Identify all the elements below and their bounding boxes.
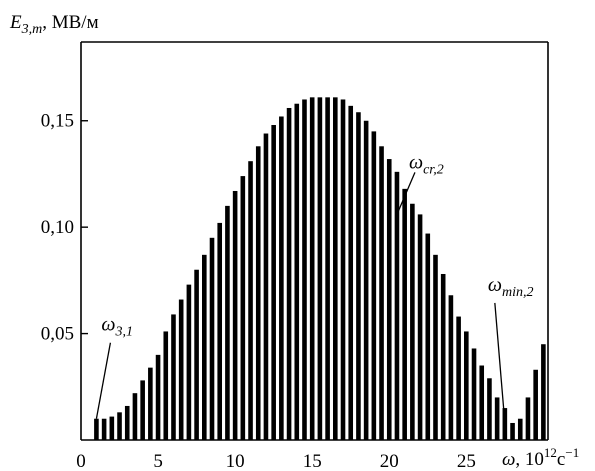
bar xyxy=(163,331,169,440)
annotation-subscript: cr,2 xyxy=(423,162,444,177)
bar xyxy=(402,188,407,440)
annotation-symbol: ω xyxy=(488,274,502,296)
bar xyxy=(294,103,300,440)
bar xyxy=(109,416,115,440)
annotation-symbol: ω xyxy=(409,151,423,173)
bar xyxy=(456,316,461,440)
bar xyxy=(502,408,508,440)
x-axis-unit-suffix: c xyxy=(557,449,565,470)
x-tick-label: 25 xyxy=(457,451,476,471)
x-axis-unit-prefix: , 10 xyxy=(515,449,544,470)
bar xyxy=(263,133,269,440)
y-tick-label: 0,10 xyxy=(41,217,74,238)
bar xyxy=(541,344,546,440)
bar xyxy=(471,348,477,440)
bar xyxy=(348,105,354,440)
bar xyxy=(333,97,338,440)
annotation-label: ωmin,2 xyxy=(488,274,534,300)
bar xyxy=(171,314,176,440)
annotation-leader xyxy=(494,302,506,424)
y-tick-label: 0,05 xyxy=(41,324,74,345)
bar xyxy=(363,120,369,440)
bar xyxy=(232,190,238,440)
x-tick-label: 10 xyxy=(226,451,245,471)
x-axis-unit-exp: 12 xyxy=(544,445,557,460)
bar xyxy=(386,159,392,440)
annotation-subscript: min,2 xyxy=(502,285,533,300)
bar xyxy=(379,146,384,441)
bar xyxy=(525,397,531,440)
bar xyxy=(425,233,431,440)
y-axis-symbol: E xyxy=(9,12,22,33)
bar xyxy=(356,112,361,441)
x-axis-title: ω, 1012c−1 xyxy=(502,445,579,470)
bar xyxy=(155,354,161,440)
x-axis-unit-suffix-exp: −1 xyxy=(565,445,579,460)
bar xyxy=(309,97,315,440)
bar xyxy=(317,97,323,440)
bar xyxy=(225,205,230,440)
annotation-leaders xyxy=(95,172,506,424)
bar xyxy=(479,365,485,440)
bar xyxy=(132,393,138,440)
bar xyxy=(433,254,438,440)
bar xyxy=(217,222,223,440)
bar xyxy=(394,171,400,440)
bar xyxy=(279,116,284,441)
bar xyxy=(178,299,184,440)
annotation-leader xyxy=(95,342,112,419)
bar xyxy=(94,418,99,440)
bar xyxy=(448,295,454,440)
bar xyxy=(209,237,215,440)
y-tick-label: 0,15 xyxy=(41,111,74,132)
y-axis-unit: , МВ/м xyxy=(42,12,98,33)
tick-labels: 0 5 10 15 20 25 0,05 0,10 0,15 xyxy=(41,111,476,471)
annotation-label: ωcr,2 xyxy=(409,151,444,177)
bar-series xyxy=(94,97,546,441)
bar xyxy=(148,367,153,440)
bar xyxy=(186,284,192,440)
x-tick-label: 0 xyxy=(76,451,86,471)
bar xyxy=(371,131,377,440)
bar xyxy=(255,146,261,441)
bar xyxy=(124,405,130,440)
annotation-leader xyxy=(396,172,416,215)
bar xyxy=(240,176,246,440)
bar xyxy=(140,380,145,440)
bar xyxy=(202,254,207,440)
bar xyxy=(440,273,446,440)
bar xyxy=(417,214,423,440)
x-axis-symbol: ω xyxy=(502,449,515,470)
bar xyxy=(248,161,253,440)
x-tick-label: 15 xyxy=(303,451,322,471)
bar xyxy=(302,99,307,440)
bar xyxy=(325,97,330,440)
bar xyxy=(533,369,538,440)
annotation-subscript: 3,1 xyxy=(115,325,133,340)
annotation-label: ω3,1 xyxy=(101,314,133,340)
bar xyxy=(117,412,122,440)
bar xyxy=(286,107,292,440)
bar xyxy=(101,418,107,440)
bar xyxy=(487,378,492,440)
bar xyxy=(517,418,523,440)
bar xyxy=(510,422,515,440)
y-axis-subscript: 3,m xyxy=(21,22,43,37)
bar xyxy=(410,203,415,440)
x-tick-label: 20 xyxy=(380,451,399,471)
bar xyxy=(340,99,346,440)
annotation-symbol: ω xyxy=(101,314,115,336)
bar xyxy=(194,269,199,440)
y-axis-title: E3,m, МВ/м xyxy=(9,12,99,37)
x-tick-label: 5 xyxy=(153,451,163,471)
bar xyxy=(494,397,500,440)
ticks xyxy=(81,120,468,440)
bar xyxy=(464,331,469,440)
bar xyxy=(271,125,276,440)
